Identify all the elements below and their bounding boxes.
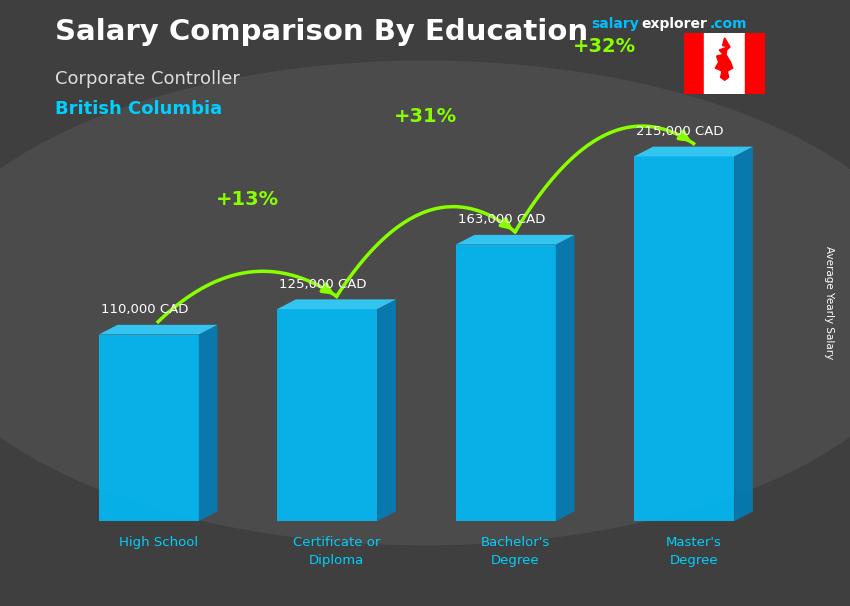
Text: British Columbia: British Columbia	[55, 100, 223, 118]
Text: +31%: +31%	[394, 107, 457, 126]
Text: explorer: explorer	[642, 17, 707, 31]
Text: 110,000 CAD: 110,000 CAD	[101, 304, 188, 316]
Text: Corporate Controller: Corporate Controller	[55, 70, 240, 88]
Text: 215,000 CAD: 215,000 CAD	[637, 125, 723, 138]
Text: High School: High School	[118, 536, 198, 549]
Polygon shape	[99, 325, 218, 335]
Polygon shape	[556, 235, 575, 521]
Bar	[745, 33, 765, 94]
Text: +32%: +32%	[573, 37, 636, 56]
Text: Master's
Degree: Master's Degree	[666, 536, 722, 567]
Polygon shape	[634, 147, 753, 156]
Polygon shape	[199, 325, 218, 521]
Text: 163,000 CAD: 163,000 CAD	[458, 213, 545, 227]
Text: salary: salary	[591, 17, 638, 31]
Text: Salary Comparison By Education: Salary Comparison By Education	[55, 18, 588, 46]
Ellipse shape	[0, 61, 850, 545]
Text: Average Yearly Salary: Average Yearly Salary	[824, 247, 834, 359]
Polygon shape	[715, 38, 733, 81]
Text: .com: .com	[710, 17, 747, 31]
Polygon shape	[99, 335, 199, 521]
Bar	[705, 33, 745, 94]
Polygon shape	[734, 147, 753, 521]
Polygon shape	[634, 156, 734, 521]
Polygon shape	[456, 245, 556, 521]
Text: +13%: +13%	[216, 190, 279, 209]
Polygon shape	[277, 299, 396, 309]
Polygon shape	[277, 309, 377, 521]
Bar	[684, 33, 705, 94]
Text: 125,000 CAD: 125,000 CAD	[280, 278, 366, 291]
Text: Bachelor's
Degree: Bachelor's Degree	[480, 536, 550, 567]
Polygon shape	[456, 235, 575, 245]
Text: Certificate or
Diploma: Certificate or Diploma	[293, 536, 380, 567]
Polygon shape	[377, 299, 396, 521]
